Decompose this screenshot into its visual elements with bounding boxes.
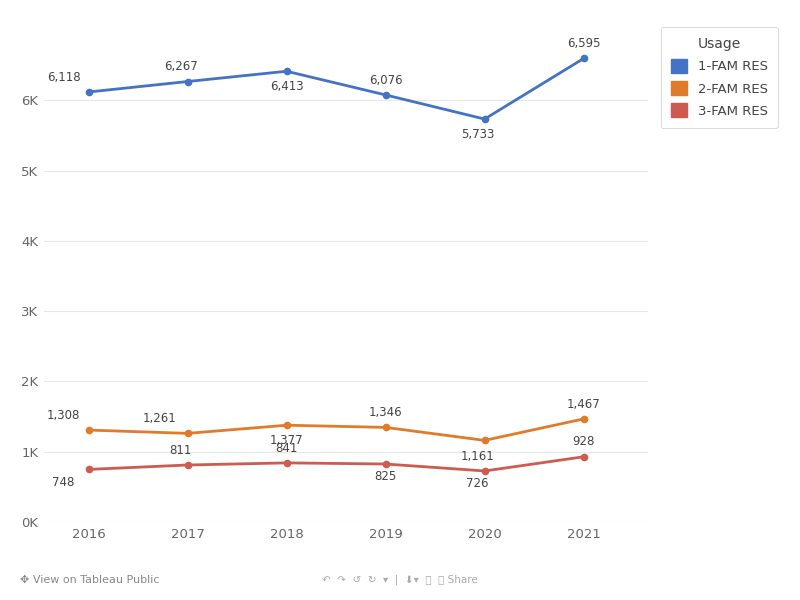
2-FAM RES [579,415,589,422]
3-FAM RES [579,453,589,460]
Text: 1,346: 1,346 [369,406,402,419]
2-FAM RES [84,427,94,434]
1-FAM RES [480,115,490,122]
Line: 3-FAM RES: 3-FAM RES [86,454,586,474]
Text: 1,377: 1,377 [270,434,303,448]
Text: 6,267: 6,267 [164,60,198,73]
Text: 6,595: 6,595 [567,37,600,50]
2-FAM RES [182,430,192,437]
Text: 1,308: 1,308 [47,409,80,422]
Text: 5,733: 5,733 [461,128,494,141]
2-FAM RES [381,424,390,431]
1-FAM RES [381,91,390,98]
Legend: 1-FAM RES, 2-FAM RES, 3-FAM RES: 1-FAM RES, 2-FAM RES, 3-FAM RES [661,27,778,128]
Text: ✥ View on Tableau Public: ✥ View on Tableau Public [20,575,159,585]
Text: 1,161: 1,161 [461,449,494,463]
Text: 811: 811 [170,443,192,457]
Text: 825: 825 [374,470,397,484]
Text: 6,413: 6,413 [270,80,303,94]
3-FAM RES [84,466,94,473]
Text: 6,118: 6,118 [46,71,80,83]
1-FAM RES [579,55,589,62]
1-FAM RES [84,88,94,95]
Line: 2-FAM RES: 2-FAM RES [86,416,586,443]
Text: 1,467: 1,467 [566,398,601,410]
3-FAM RES [182,461,192,469]
Text: 726: 726 [466,478,489,490]
Text: 748: 748 [52,476,74,489]
2-FAM RES [282,422,291,429]
Text: 841: 841 [275,442,298,455]
1-FAM RES [182,78,192,85]
Text: 1,261: 1,261 [143,412,177,425]
Text: ↶  ↷  ↺  ↻  ▾  |  ⬇▾  ⬜  ⨉ Share: ↶ ↷ ↺ ↻ ▾ | ⬇▾ ⬜ ⨉ Share [322,575,478,585]
3-FAM RES [381,460,390,467]
Line: 1-FAM RES: 1-FAM RES [86,55,586,122]
3-FAM RES [480,467,490,475]
Text: 6,076: 6,076 [369,74,402,86]
1-FAM RES [282,68,291,75]
3-FAM RES [282,459,291,466]
2-FAM RES [480,437,490,444]
Text: 928: 928 [573,436,595,448]
